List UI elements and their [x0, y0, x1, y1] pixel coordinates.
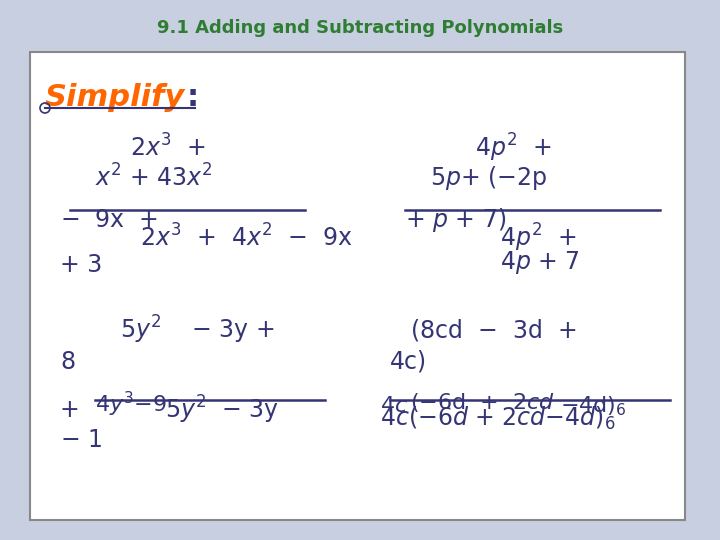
- Text: 8: 8: [60, 350, 75, 374]
- Text: (8cd  $-$  3d  +: (8cd $-$ 3d +: [410, 317, 577, 343]
- Bar: [30, 52, 685, 520]
- Text: $4y^3$$-$9: $4y^3$$-$9: [95, 389, 167, 418]
- Text: $4c$($-$6$d$ + $2cd$$-$$4d$)$_6$: $4c$($-$6$d$ + $2cd$$-$$4d$)$_6$: [380, 404, 616, 431]
- Text: ($-$6d  +  $2cd$: ($-$6d + $2cd$: [410, 390, 555, 414]
- Text: $4p^2$  +: $4p^2$ +: [500, 222, 577, 254]
- Text: +: +: [60, 398, 80, 422]
- Text: + $p$ + 7): + $p$ + 7): [405, 206, 506, 234]
- Text: $-$ 1: $-$ 1: [60, 428, 102, 452]
- Text: $2x^3$  +  $4x^2$  $-$  9x: $2x^3$ + $4x^2$ $-$ 9x: [140, 225, 353, 252]
- Text: $x^2$ + 43$x^2$: $x^2$ + 43$x^2$: [95, 164, 213, 192]
- Text: $2x^3$  +: $2x^3$ +: [130, 134, 206, 161]
- Text: $5p$+ ($-$2p: $5p$+ ($-$2p: [430, 164, 547, 192]
- Text: + 3: + 3: [60, 253, 102, 277]
- Text: Simplify: Simplify: [45, 84, 185, 112]
- Text: 4c): 4c): [390, 350, 427, 374]
- Text: $5y^2$    $-$ 3y +: $5y^2$ $-$ 3y +: [120, 314, 274, 346]
- Text: $5y^2$  $-$ 3y: $5y^2$ $-$ 3y: [165, 394, 279, 426]
- Text: $-$  9x  +: $-$ 9x +: [60, 208, 158, 232]
- Text: $4p^2$  +: $4p^2$ +: [475, 132, 552, 164]
- Text: 9.1 Adding and Subtracting Polynomials: 9.1 Adding and Subtracting Polynomials: [157, 19, 563, 37]
- Text: :: :: [187, 84, 199, 112]
- Text: $4p$ + 7: $4p$ + 7: [500, 248, 580, 275]
- Text: $4c$: $4c$: [380, 396, 408, 416]
- Text: $-$4d)$_6$: $-$4d)$_6$: [560, 394, 626, 418]
